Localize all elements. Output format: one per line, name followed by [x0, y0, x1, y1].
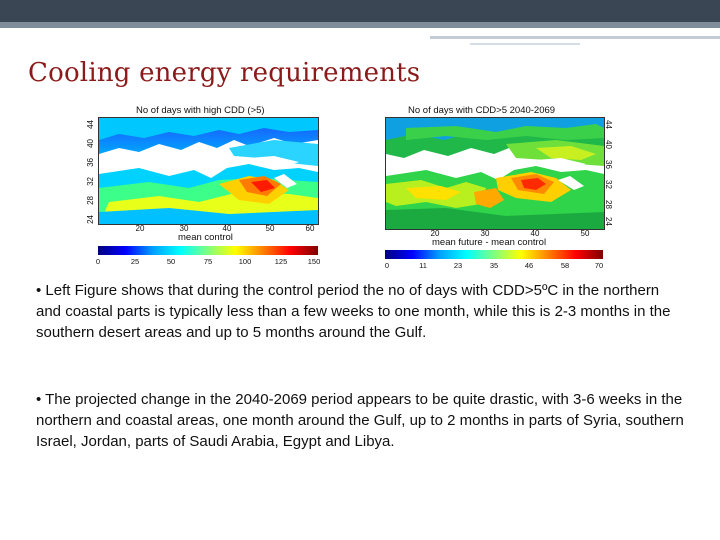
- colorbar-tick: 0: [384, 261, 390, 270]
- colorbar-tick: 46: [524, 261, 534, 270]
- y-tick: 40: [86, 139, 95, 148]
- right-map-x-label: mean future - mean control: [432, 237, 547, 248]
- right-map-title: No of days with CDD>5 2040-2069: [408, 105, 556, 116]
- decorative-line: [470, 43, 580, 45]
- bullet-paragraph: • The projected change in the 2040-2069 …: [36, 391, 684, 450]
- left-map-title: No of days with high CDD (>5): [136, 105, 265, 116]
- left-map-heatmap: [99, 118, 318, 224]
- left-map-y-ticks: 44 40 36 32 28 24: [86, 118, 98, 224]
- colorbar-tick: 100: [238, 257, 252, 266]
- slide-title: Cooling energy requirements: [28, 58, 421, 88]
- left-map-x-label: mean control: [178, 232, 233, 243]
- left-colorbar: [98, 246, 318, 255]
- y-tick: 36: [604, 160, 613, 169]
- bullet-paragraph: • Left Figure shows that during the cont…: [36, 282, 671, 341]
- left-map: [98, 117, 319, 225]
- colorbar-tick: 70: [594, 261, 604, 270]
- right-map-heatmap: [386, 118, 604, 229]
- colorbar-tick: 23: [453, 261, 463, 270]
- right-colorbar: [385, 250, 603, 259]
- y-tick: 24: [604, 217, 613, 226]
- right-map-y-ticks: 44 40 36 32 28 24: [604, 118, 616, 228]
- y-tick: 28: [604, 200, 613, 209]
- colorbar-tick: 125: [274, 257, 288, 266]
- colorbar-tick: 35: [489, 261, 499, 270]
- x-tick: 30: [480, 229, 490, 238]
- colorbar-tick: 50: [166, 257, 176, 266]
- top-banner: [0, 0, 720, 22]
- y-tick: 24: [86, 215, 95, 224]
- x-tick: 40: [530, 229, 540, 238]
- decorative-line: [430, 36, 720, 39]
- right-map-x-ticks: 20 30 40 50: [385, 229, 603, 239]
- right-map: [385, 117, 605, 230]
- y-tick: 44: [604, 120, 613, 129]
- x-tick: 20: [430, 229, 440, 238]
- colorbar-tick: 0: [95, 257, 101, 266]
- colorbar-tick: 11: [419, 261, 427, 270]
- y-tick: 44: [86, 120, 95, 129]
- y-tick: 36: [86, 158, 95, 167]
- colorbar-tick: 25: [130, 257, 140, 266]
- colorbar-tick: 75: [203, 257, 213, 266]
- y-tick: 32: [86, 177, 95, 186]
- y-tick: 40: [604, 140, 613, 149]
- x-tick: 40: [222, 224, 232, 233]
- left-colorbar-ticks: 0 25 50 75 100 125 150: [95, 257, 321, 267]
- y-tick: 32: [604, 180, 613, 189]
- x-tick: 50: [580, 229, 590, 238]
- colorbar-tick: 58: [560, 261, 570, 270]
- x-tick: 60: [305, 224, 315, 233]
- left-map-x-ticks: 20 30 40 50 60: [98, 224, 317, 234]
- right-colorbar-ticks: 0 11 23 35 46 58 70: [385, 261, 603, 271]
- x-tick: 30: [179, 224, 189, 233]
- colorbar-tick: 150: [307, 257, 321, 266]
- x-tick: 20: [135, 224, 145, 233]
- y-tick: 28: [86, 196, 95, 205]
- top-banner-accent: [0, 22, 720, 28]
- x-tick: 50: [265, 224, 275, 233]
